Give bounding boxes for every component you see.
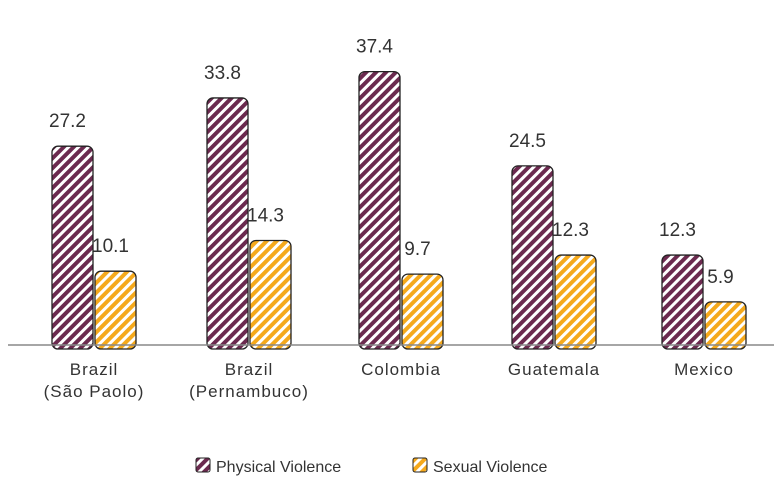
category-label-line: Mexico [674,360,734,379]
data-label-physical-violence: 37.4 [356,37,393,58]
data-label-sexual-violence: 10.1 [92,236,129,257]
category-label: Brazil (São Paolo) [44,360,145,401]
data-label-sexual-violence: 14.3 [247,205,284,226]
category-label: Brazil (Pernambuco) [189,360,309,401]
bar-sexual-violence [704,301,747,350]
category-label-line: (Pernambuco) [189,382,309,401]
data-label-sexual-violence: 12.3 [552,220,589,241]
data-label-physical-violence: 27.2 [49,111,86,132]
legend-label-physical-violence: Physical Violence [216,459,341,476]
legend: Physical Violence Sexual Violence [195,457,548,476]
data-label-physical-violence: 12.3 [659,220,696,241]
category-label-line: Brazil [225,360,274,379]
bar-physical-violence [661,254,704,350]
category-label: Colombia [361,360,441,379]
category-label: Guatemala [508,360,600,379]
legend-swatch-physical-violence [195,457,211,473]
bar-sexual-violence [554,254,597,350]
data-label-sexual-violence: 5.9 [707,267,733,288]
legend-label-sexual-violence: Sexual Violence [433,459,548,476]
category-label-line: (São Paolo) [44,382,145,401]
bar-physical-violence [358,70,401,350]
category-label-line: Guatemala [508,360,600,379]
bar-sexual-violence [249,239,292,350]
category-label-line: Colombia [361,360,441,379]
data-label-sexual-violence: 9.7 [404,239,430,260]
category-label-line: Brazil [70,360,119,379]
bar-sexual-violence [401,273,444,350]
data-label-physical-violence: 24.5 [509,131,546,152]
bar-physical-violence [206,97,249,350]
data-label-physical-violence: 33.8 [204,63,241,84]
legend-swatch-sexual-violence [412,457,428,473]
bars-layer: 27.2 10.1 33.8 14.3 37.4 9.7 24.5 12.3 12.3 5.9 [49,37,747,350]
bar-sexual-violence [94,270,137,350]
category-label: Mexico [674,360,734,379]
bar-physical-violence [51,145,94,350]
bar-physical-violence [511,165,554,350]
category-labels: Brazil (São Paolo) Brazil (Pernambuco) Colom… [44,360,734,401]
